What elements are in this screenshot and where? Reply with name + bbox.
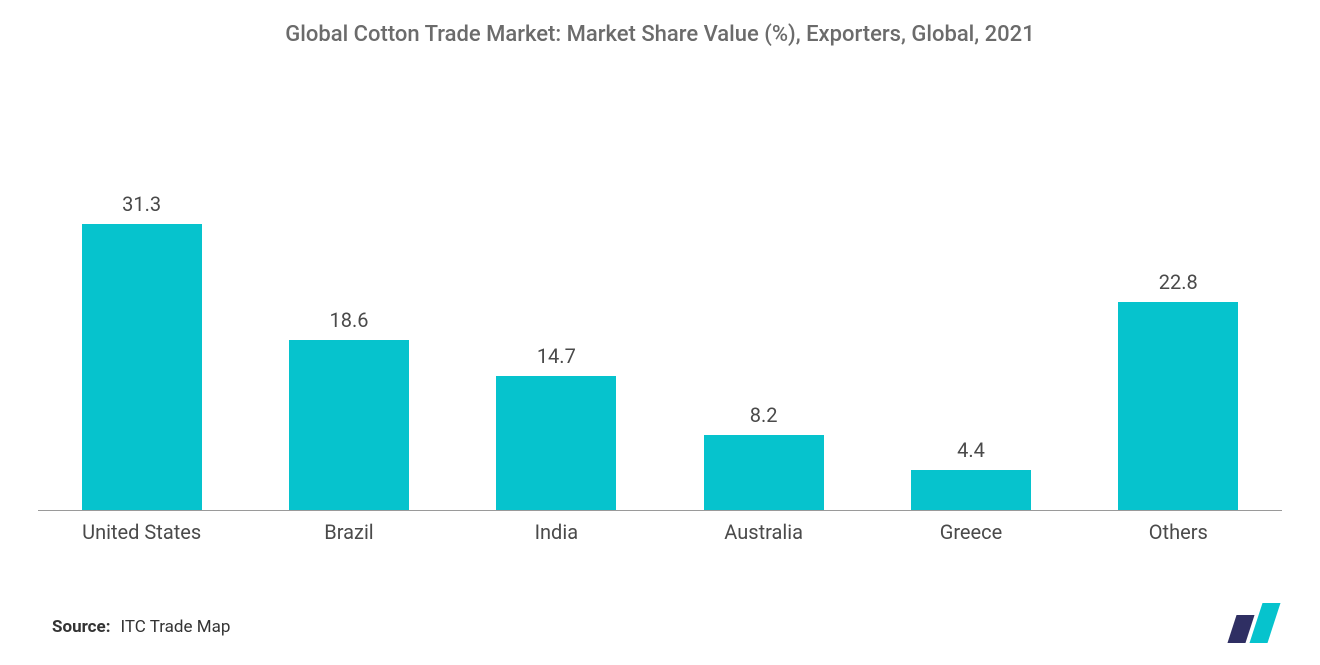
category-label: Greece (867, 520, 1074, 544)
bar-group: 8.2 (660, 190, 867, 510)
bar-value-label: 14.7 (537, 344, 576, 368)
bar-value-label: 4.4 (957, 438, 985, 462)
chart-baseline (38, 510, 1282, 511)
chart-category-axis: United StatesBrazilIndiaAustraliaGreeceO… (38, 520, 1282, 544)
category-label: India (453, 520, 660, 544)
bar (289, 340, 409, 510)
chart-plot-area: 31.3 18.6 14.7 8.2 4.4 22.8 (38, 190, 1282, 510)
bar-group: 31.3 (38, 190, 245, 510)
source-text: ITC Trade Map (120, 617, 230, 637)
bar-value-label: 8.2 (750, 403, 778, 427)
bar-group: 4.4 (867, 190, 1074, 510)
bar (911, 470, 1031, 510)
category-label: United States (38, 520, 245, 544)
brand-logo (1226, 603, 1288, 643)
bar-group: 18.6 (245, 190, 452, 510)
bar-value-label: 18.6 (329, 308, 368, 332)
bar (1118, 302, 1238, 510)
bar (82, 224, 202, 510)
source-footer: Source: ITC Trade Map (52, 617, 230, 637)
category-label: Australia (660, 520, 867, 544)
chart-title: Global Cotton Trade Market: Market Share… (0, 0, 1320, 47)
bar (704, 435, 824, 510)
source-label: Source: (52, 617, 110, 637)
category-label: Others (1075, 520, 1282, 544)
category-label: Brazil (245, 520, 452, 544)
chart-container: Global Cotton Trade Market: Market Share… (0, 0, 1320, 665)
logo-bar-right (1250, 603, 1281, 643)
bar-group: 22.8 (1075, 190, 1282, 510)
bar-group: 14.7 (453, 190, 660, 510)
bar-value-label: 22.8 (1159, 270, 1198, 294)
bar (496, 376, 616, 510)
bar-value-label: 31.3 (122, 192, 161, 216)
